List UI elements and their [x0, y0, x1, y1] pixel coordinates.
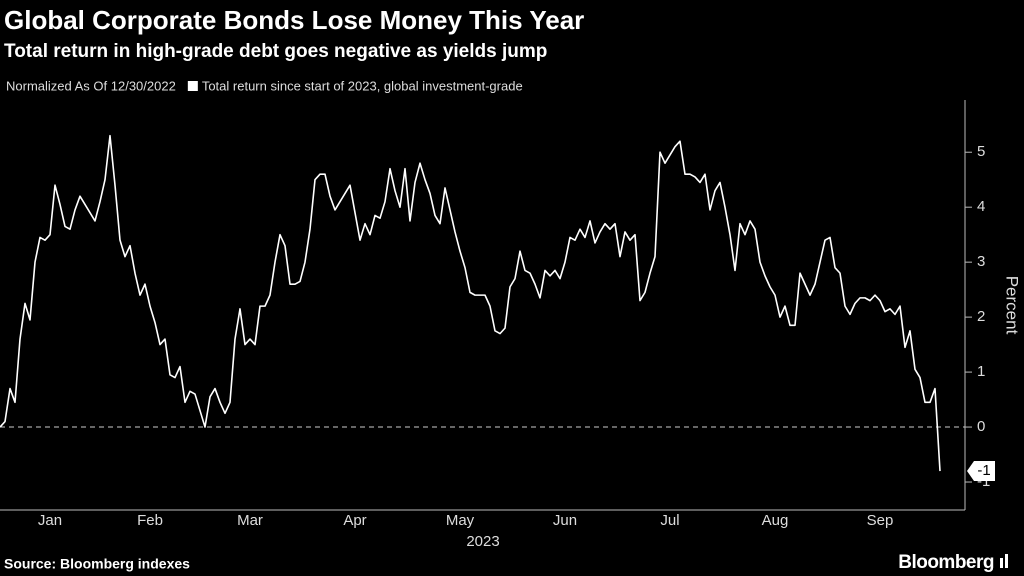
line-series	[0, 134, 941, 472]
value-label-box	[967, 461, 995, 482]
chart-subtitle: Total return in high-grade debt goes neg…	[4, 41, 547, 62]
x-tick-label: May	[446, 512, 475, 529]
x-tick-label: Mar	[237, 512, 263, 529]
y-tick-label: 2	[977, 308, 985, 325]
y-tick-label: 4	[977, 198, 985, 215]
x-tick-label: Jul	[660, 512, 679, 529]
legend-label: Total return since start of 2023, global…	[202, 78, 523, 93]
y-tick-label: 5	[977, 143, 985, 160]
chart-title: Global Corporate Bonds Lose Money This Y…	[4, 5, 584, 35]
y-axis-label: Percent	[1003, 276, 1022, 335]
y-tick-label: 3	[977, 253, 985, 270]
brand-icon	[1000, 554, 1008, 568]
x-tick-label: Jan	[38, 512, 62, 529]
x-tick-label: Jun	[553, 512, 577, 529]
x-tick-label: Apr	[343, 512, 366, 529]
x-axis-label: 2023	[466, 533, 499, 550]
legend-swatch	[187, 81, 198, 91]
value-label: -1	[977, 462, 990, 479]
y-tick-label: 0	[977, 418, 985, 435]
x-tick-label: Feb	[137, 512, 163, 529]
source: Source: Bloomberg indexes	[4, 556, 190, 572]
brand: Bloomberg	[898, 552, 994, 573]
y-tick-label: 1	[977, 363, 985, 380]
x-tick-label: Aug	[762, 512, 789, 529]
x-tick-label: Sep	[867, 512, 894, 529]
note: Normalized As Of 12/30/2022	[6, 78, 176, 93]
